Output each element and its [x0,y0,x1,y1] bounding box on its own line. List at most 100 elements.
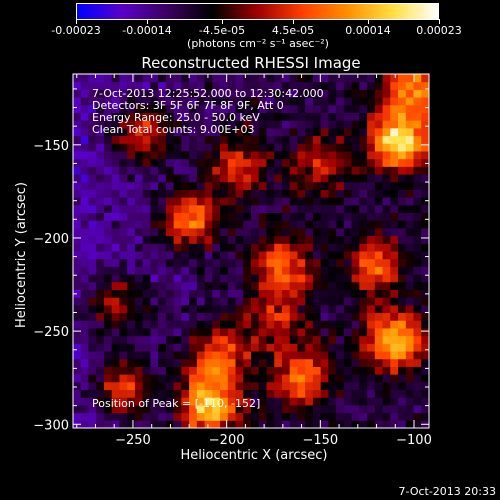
heatmap-cell [351,235,360,244]
heatmap-cell [289,197,298,206]
heatmap-cell [343,266,353,275]
heatmap-cell [142,366,151,375]
heatmap-cell [212,258,221,267]
heatmap-cell [312,304,322,314]
heatmap-cell [320,227,329,237]
heatmap-cell [103,120,113,129]
chart-title: Reconstructed RHESSI Image [141,54,360,72]
heatmap-cell [258,104,267,113]
heatmap-cell [328,320,337,329]
heatmap-cell [158,227,167,237]
heatmap-cell [220,343,229,352]
heatmap-cell [111,366,120,375]
heatmap-cell [266,412,275,421]
heatmap-cell [73,181,82,190]
heatmap-cell [127,120,136,129]
heatmap-cell [351,120,360,129]
heatmap-cell [220,366,229,375]
heatmap-cell [390,274,399,283]
heatmap-cell [165,274,175,283]
heatmap-cell [212,220,221,229]
heatmap-cell [374,312,384,321]
heatmap-cell [398,97,407,106]
heatmap-cell [312,204,322,214]
heatmap-cell [196,266,206,275]
heatmap-cell [189,204,198,214]
heatmap-cell [134,120,144,129]
heatmap-cell [212,327,221,337]
heatmap-cell [421,281,430,290]
heatmap-cell [251,343,260,352]
heatmap-cell [165,158,175,167]
heatmap-cell [281,127,291,137]
heatmap-cell [196,335,206,344]
heatmap-cell [80,212,89,221]
heatmap-cell [374,243,384,252]
heatmap-cell [158,274,167,283]
heatmap-cell [96,158,105,167]
heatmap-cell [305,351,314,360]
heatmap-cell [297,397,306,406]
heatmap-cell [243,289,252,298]
heatmap-cell [96,312,105,321]
heatmap-cell [281,189,291,198]
heatmap-cell [281,251,291,260]
heatmap-cell [312,381,322,391]
heatmap-cell [320,212,329,221]
heatmap-cell [413,220,422,229]
heatmap-cell [220,258,229,267]
heatmap-cell [266,104,275,113]
heatmap-cell [227,381,237,391]
heatmap-cell [119,374,128,383]
heatmap-cell [212,143,221,152]
heatmap-cell [367,374,376,383]
heatmap-cell [343,174,353,183]
heatmap-cell [111,89,120,98]
heatmap-cell [320,81,329,90]
heatmap-cell [274,389,283,398]
heatmap-cell [258,135,267,144]
heatmap-cell [374,274,384,283]
heatmap-cell [312,112,322,121]
heatmap-cell [220,74,229,83]
heatmap-cell [134,404,144,414]
heatmap-cell [367,97,376,106]
heatmap-cell [305,120,314,129]
heatmap-cell [382,289,391,298]
heatmap-cell [88,335,97,344]
heatmap-cell [235,327,244,337]
heatmap-cell [88,281,97,290]
heatmap-cell [320,204,329,214]
heatmap-cell [274,181,283,190]
heatmap-cell [134,297,144,306]
heatmap-cell [189,297,198,306]
heatmap-cell [204,258,213,267]
heatmap-cell [227,112,237,121]
heatmap-cell [382,420,391,429]
heatmap-cell [119,381,128,391]
heatmap-cell [351,374,360,383]
heatmap-cell [96,181,105,190]
heatmap-cell [134,343,144,352]
heatmap-cell [390,174,399,183]
heatmap-cell [127,197,136,206]
heatmap-cell [359,312,368,321]
heatmap-cell [328,174,337,183]
heatmap-cell [359,304,368,314]
heatmap-cell [359,174,368,183]
heatmap-cell [405,358,415,367]
heatmap-cell [413,89,422,98]
heatmap-cell [73,220,82,229]
heatmap-cell [297,327,306,337]
heatmap-cell [212,243,221,252]
heatmap-cell [196,289,206,298]
heatmap-cell [266,281,275,290]
heatmap-cell [258,89,267,98]
heatmap-cell [382,74,391,83]
heatmap-cell [390,312,399,321]
heatmap-cell [96,150,105,160]
heatmap-cell [181,327,190,337]
heatmap-cell [251,127,260,137]
heatmap-cell [289,274,298,283]
heatmap-cell [235,174,244,183]
